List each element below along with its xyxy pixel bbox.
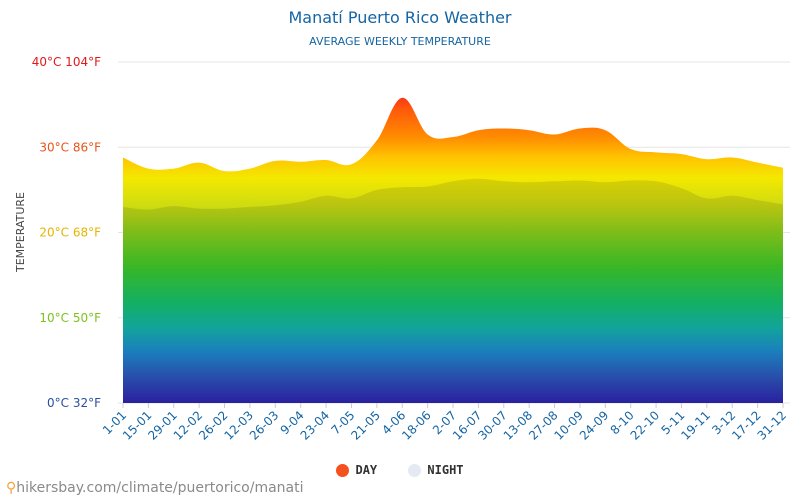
y-axis-label: TEMPERATURE <box>14 192 27 273</box>
x-tick-label: 26-03 <box>247 408 282 443</box>
legend-day-label: DAY <box>355 462 378 477</box>
night-data-point <box>630 180 632 182</box>
x-tick-label: 31-12 <box>755 408 790 443</box>
day-data-point <box>554 134 556 136</box>
night-data-point <box>401 187 403 189</box>
day-data-point <box>198 162 200 164</box>
night-data-point <box>757 199 759 201</box>
day-data-point <box>351 164 353 166</box>
night-data-point <box>452 181 454 183</box>
y-tick-label: 30°C 86°F <box>39 140 101 154</box>
day-data-point <box>325 159 327 161</box>
night-data-point <box>249 206 251 208</box>
day-data-point <box>401 97 403 99</box>
night-data-point <box>554 181 556 183</box>
legend-item-day[interactable]: DAY <box>336 463 377 477</box>
night-data-point <box>478 178 480 180</box>
night-data-point <box>300 201 302 203</box>
source-link[interactable]: ⚲hikersbay.com/climate/puertorico/manati <box>6 480 304 496</box>
day-data-point <box>122 157 124 159</box>
night-data-point <box>122 206 124 208</box>
day-data-point <box>300 161 302 163</box>
y-tick-label: 0°C 32°F <box>47 396 101 410</box>
x-tick-label: 18-06 <box>399 408 434 443</box>
y-tick-label: 40°C 104°F <box>32 55 101 69</box>
night-data-point <box>579 180 581 182</box>
day-data-point <box>452 136 454 138</box>
day-data-point <box>782 167 784 169</box>
day-data-point <box>528 129 530 131</box>
night-data-point <box>173 205 175 207</box>
day-data-point <box>478 129 480 131</box>
night-data-point <box>376 189 378 191</box>
chart-subtitle: AVERAGE WEEKLY TEMPERATURE <box>309 35 491 48</box>
y-tick-label: 20°C 68°F <box>39 226 101 240</box>
day-data-point <box>427 134 429 136</box>
day-data-point <box>706 158 708 160</box>
legend-day-marker <box>336 463 350 477</box>
legend-night-marker <box>408 463 422 477</box>
day-data-point <box>503 128 505 130</box>
x-tick-label: 21-05 <box>348 408 383 443</box>
day-data-point <box>605 129 607 131</box>
day-temperature-area <box>123 97 783 403</box>
night-data-point <box>681 187 683 189</box>
night-data-point <box>528 181 530 183</box>
chart-title: Manatí Puerto Rico Weather <box>288 8 512 27</box>
night-data-point <box>325 195 327 197</box>
night-temperature-area <box>123 178 783 403</box>
day-data-point <box>148 168 150 170</box>
night-data-point <box>731 195 733 197</box>
day-data-point <box>731 157 733 159</box>
x-tick-label: 24-09 <box>577 408 612 443</box>
night-data-point <box>275 204 277 206</box>
x-tick-label: 19-11 <box>678 408 713 443</box>
legend: DAY NIGHT <box>0 462 800 477</box>
legend-night-label: NIGHT <box>427 462 464 477</box>
source-url: hikersbay.com/climate/puertorico/manati <box>16 480 304 496</box>
night-data-point <box>655 181 657 183</box>
night-data-point <box>427 186 429 188</box>
day-data-point <box>655 152 657 154</box>
day-data-point <box>224 170 226 172</box>
night-data-point <box>706 198 708 200</box>
day-data-point <box>275 160 277 162</box>
day-data-point <box>681 153 683 155</box>
day-data-point <box>173 168 175 170</box>
night-data-point <box>224 208 226 210</box>
night-data-point <box>782 204 784 206</box>
day-data-point <box>630 148 632 150</box>
x-tick-label: 22-10 <box>628 408 663 443</box>
x-tick-label: 23-04 <box>298 408 333 443</box>
location-pin-icon: ⚲ <box>6 480 17 496</box>
day-data-point <box>579 128 581 130</box>
night-data-point <box>351 198 353 200</box>
day-data-point <box>249 168 251 170</box>
day-data-point <box>757 162 759 164</box>
day-data-point <box>376 140 378 142</box>
night-data-point <box>503 181 505 183</box>
night-data-point <box>148 209 150 211</box>
night-data-point <box>198 208 200 210</box>
night-data-point <box>605 181 607 183</box>
y-tick-label: 10°C 50°F <box>39 311 101 325</box>
legend-item-night[interactable]: NIGHT <box>408 462 464 477</box>
